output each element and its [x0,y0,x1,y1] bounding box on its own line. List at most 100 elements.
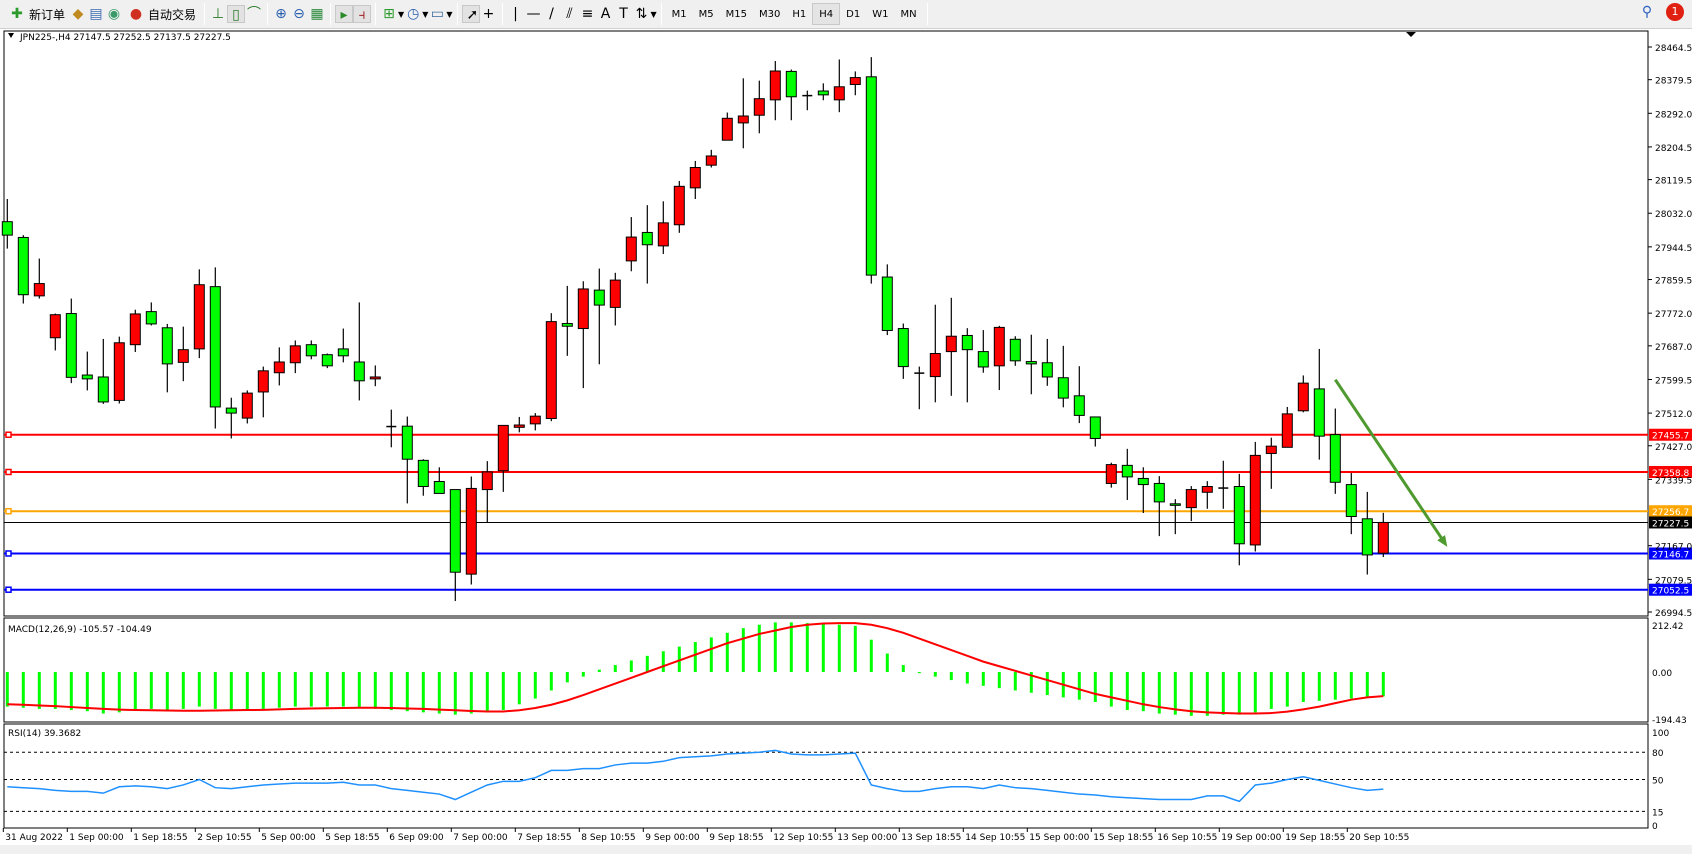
candle-bear [321,354,333,367]
periods-icon[interactable]: ◷ [407,6,420,22]
candle-bull [721,117,733,141]
candle-bull [689,166,701,189]
line-anchor-handle [5,431,12,438]
auto-trading-icon: ● [129,6,143,22]
candle-bear [353,361,365,382]
text-label-icon[interactable]: T [619,6,628,22]
candle-bull [1297,382,1309,412]
timeframe-m30[interactable]: M30 [759,8,781,20]
indicators-icon[interactable]: ⊞ [383,6,395,22]
time-tick-label: 9 Sep 18:55 [709,833,763,843]
trendline-icon[interactable]: / [549,6,554,22]
notification-badge[interactable]: 1 [1666,3,1684,21]
price-line-label: 27256.7 [1652,508,1689,518]
price-line-label: 27455.7 [1652,432,1689,442]
zoom-in-icon[interactable]: ⊕ [275,6,287,22]
candle-bull [273,361,285,374]
search-icon[interactable]: ⚲ [1641,4,1653,20]
price-tick-label: 27859.5 [1655,277,1692,287]
candle-bear [1041,362,1053,378]
auto-trading-label: 自动交易 [148,7,197,22]
price-tick-label: 27339.5 [1655,476,1692,486]
price-tick-label: 27687.0 [1655,343,1692,353]
macd-pane [3,617,1649,723]
time-tick-label: 8 Sep 10:55 [581,833,635,843]
zoom-out-icon[interactable]: ⊖ [293,6,305,22]
candle-bear [817,90,829,96]
rsi-tick-label: 0 [1652,822,1658,832]
time-tick-label: 2 Sep 10:55 [197,833,251,843]
time-tick-label: 16 Sep 10:55 [1157,833,1217,843]
equidistant-channel-icon[interactable]: ⫽ [566,6,573,22]
timeframe-m5[interactable]: M5 [698,8,714,20]
auto-trading-button[interactable]: ● 自动交易 [123,2,200,26]
candlestick-icon[interactable]: ▯ [227,5,246,23]
price-line-label: 27227.5 [1652,519,1689,529]
timeframe-h4[interactable]: H4 [812,3,841,25]
chart-shift-icon[interactable]: ⫞ [353,5,372,23]
cursor-icon[interactable]: ➚ [461,5,480,23]
timeframe-h1[interactable]: H1 [792,8,807,20]
timeframe-m1[interactable]: M1 [671,8,687,20]
crosshair-icon[interactable]: + [482,6,495,22]
candle-bull [497,424,509,472]
line-chart-icon[interactable]: ⌒ [247,6,262,22]
divider [501,3,503,25]
candle-bear [897,328,909,368]
candle-bull [1249,454,1261,546]
candle-bull [1377,521,1389,554]
price-line-label-bg [1649,465,1692,478]
candle-bear [401,425,413,460]
candle-bear [145,311,157,325]
candle-bear [785,70,797,98]
candle-bull [753,98,765,116]
arrows-icon[interactable]: ⇅ [635,6,648,22]
candle-bull [1185,489,1197,509]
candle-bear [641,231,653,246]
candle-bear [961,334,973,351]
divider [330,3,332,25]
timeframe-mn[interactable]: MN [900,8,917,20]
price-line-label-bg [1649,428,1692,441]
signals-icon[interactable]: ◉ [107,6,121,22]
templates-icon[interactable]: ▭ [430,6,444,22]
candle-bear [865,76,877,276]
macd-tick-label: -194.43 [1652,716,1687,726]
candle-bear [1137,477,1149,486]
timeframe-d1[interactable]: D1 [846,8,861,20]
time-tick-label: 15 Sep 18:55 [1093,833,1153,843]
fibonacci-icon[interactable]: ≡ [581,6,594,22]
candle-bull [49,314,61,339]
timeframe-m15[interactable]: M15 [725,8,748,20]
data-window-icon[interactable]: ▤ [89,6,103,22]
macd-tick-label: 0.00 [1652,669,1672,679]
candle-bull [129,313,141,346]
price-pane [3,30,1649,617]
price-line-label-bg [1649,547,1692,560]
vertical-line-icon[interactable]: | [513,6,518,22]
horizontal-line-icon[interactable]: — [526,6,541,22]
candle-bull [945,335,957,353]
candle-bear [593,289,605,306]
chart-menu-triangle-icon[interactable] [8,33,14,38]
candle-bear [561,323,573,327]
market-watch-icon[interactable]: ◆ [72,6,84,22]
candle-bear [81,374,93,380]
candle-bull [193,284,205,350]
new-order-button[interactable]: ✚ 新订单 [4,2,69,26]
price-tick-label: 28204.5 [1655,144,1692,154]
candle-bear [1121,464,1133,478]
candle-bear [1089,416,1101,439]
timeframe-w1[interactable]: W1 [872,8,889,20]
autoscroll-icon[interactable]: ▸ [335,5,354,23]
text-icon[interactable]: A [600,6,611,22]
candle-bull [769,70,781,101]
chart-shift-marker-icon[interactable] [1406,32,1416,37]
rsi-tick-label: 15 [1652,808,1663,818]
divider [660,3,662,25]
tile-windows-icon[interactable]: ▦ [310,6,324,22]
time-tick-label: 14 Sep 10:55 [965,833,1025,843]
trend-arrow [1334,378,1445,542]
bar-chart-icon[interactable]: ⊥ [211,6,225,22]
